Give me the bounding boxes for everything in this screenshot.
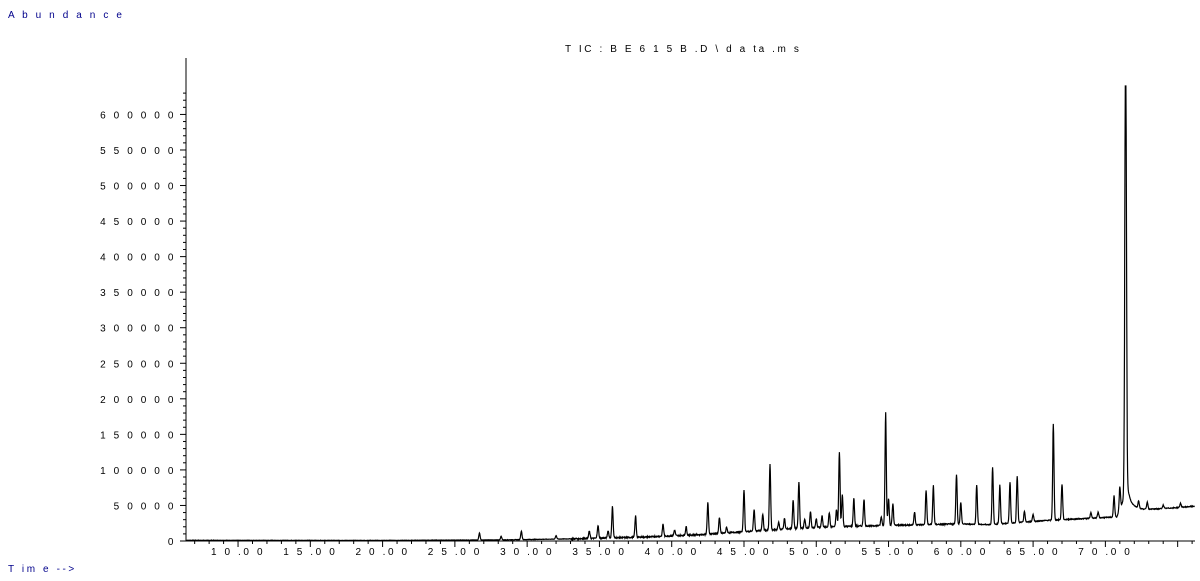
x-tick-label: 7 0 .0 0	[1078, 547, 1132, 558]
x-tick-label: 5 5 .0 0	[861, 547, 915, 558]
y-tick-label: 1 0 0 0 0 0	[100, 466, 176, 477]
x-tick-label: 2 5 .0 0	[428, 547, 482, 558]
y-tick-label: 5 0 0 0 0	[114, 501, 176, 512]
x-tick-label: 6 0 .0 0	[934, 547, 988, 558]
x-tick-label: 2 0 .0 0	[356, 547, 410, 558]
y-tick-label: 6 0 0 0 0 0	[100, 110, 176, 121]
y-tick-label: 2 0 0 0 0 0	[100, 395, 176, 406]
y-tick-label: 4 0 0 0 0 0	[100, 253, 176, 264]
x-tick-label: 5 0 .0 0	[789, 547, 843, 558]
x-tick-label: 4 0 .0 0	[645, 547, 699, 558]
y-tick-label: 3 0 0 0 0 0	[100, 324, 176, 335]
y-axis-label: A b u n d a n c e	[8, 10, 125, 21]
y-tick-label: 4 5 0 0 0 0	[100, 217, 176, 228]
x-tick-label: 3 5 .0 0	[572, 547, 626, 558]
x-tick-label: 1 0 .0 0	[211, 547, 265, 558]
y-tick-label: 2 5 0 0 0 0	[100, 359, 176, 370]
y-tick-label: 0	[168, 537, 176, 548]
y-tick-label: 5 5 0 0 0 0	[100, 146, 176, 157]
x-tick-label: 6 5 .0 0	[1006, 547, 1060, 558]
x-axis-label: T im e -->	[8, 564, 77, 575]
chart-title: T IC : B E 6 1 5 B .D \ d a ta .m s	[565, 44, 802, 55]
x-tick-label: 3 0 .0 0	[500, 547, 554, 558]
x-tick-label: 4 5 .0 0	[717, 547, 771, 558]
y-tick-label: 3 5 0 0 0 0	[100, 288, 176, 299]
y-tick-label: 5 0 0 0 0 0	[100, 182, 176, 193]
y-tick-label: 1 5 0 0 0 0	[100, 430, 176, 441]
x-tick-label: 1 5 .0 0	[283, 547, 337, 558]
tic-trace-line	[186, 85, 1195, 542]
